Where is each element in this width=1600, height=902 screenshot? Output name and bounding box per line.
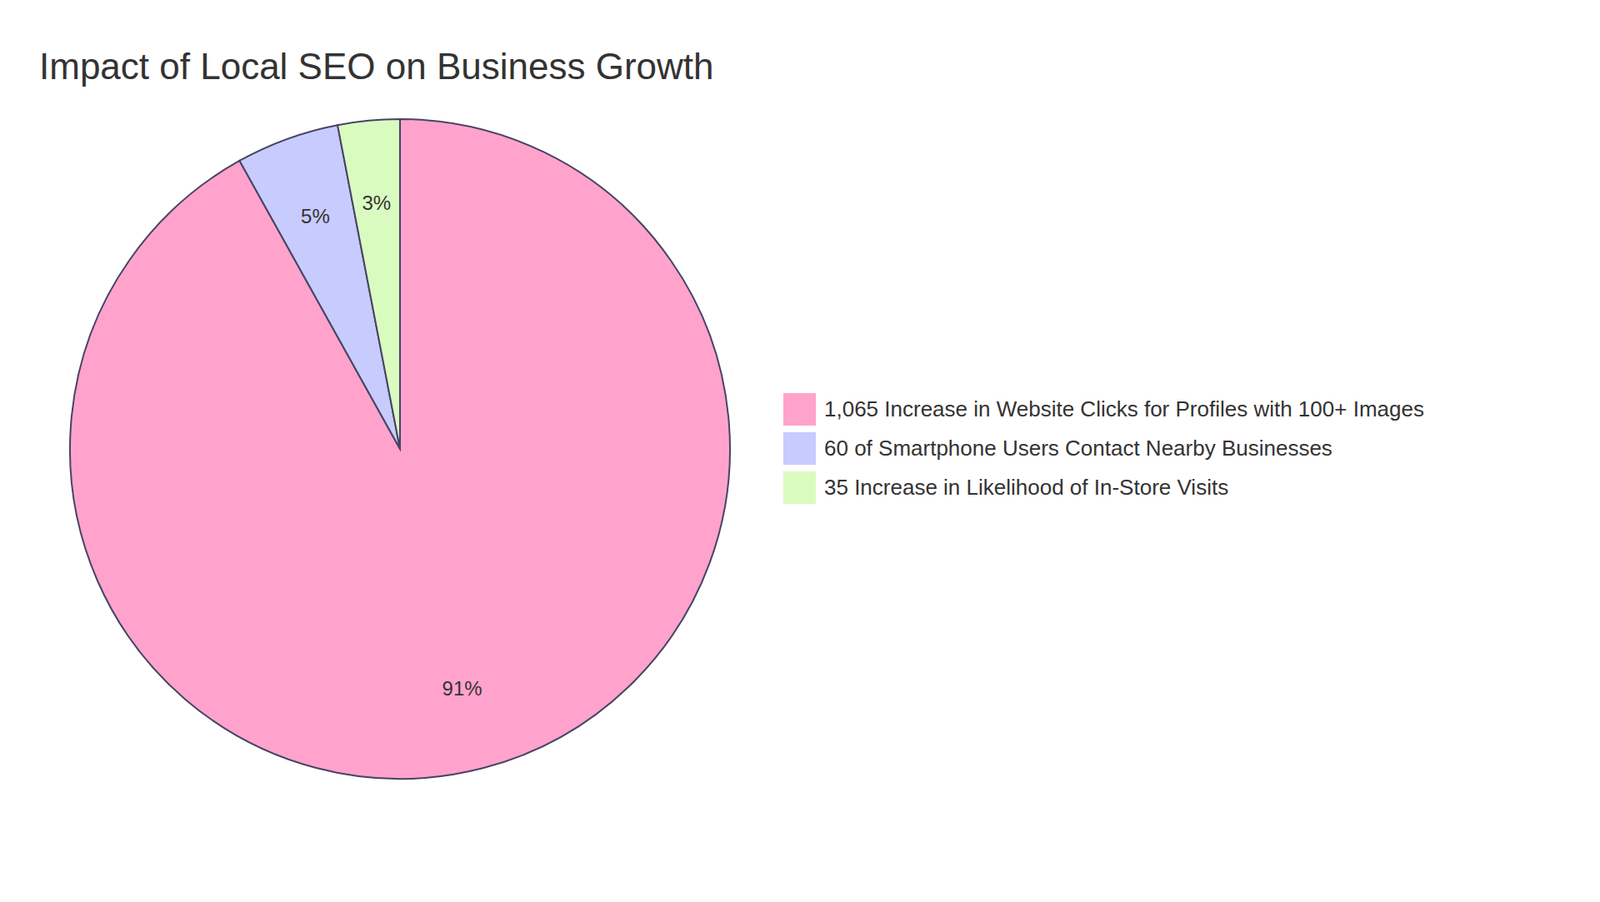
html-text:35 Increase in Likelihood of I: 35 Increase in Likelihood of In-Store Vi…: [824, 475, 1229, 500]
svg-text:5%: 5%: [300, 205, 330, 228]
svg-text:91%: 91%: [442, 677, 483, 700]
html-text:1,065 Increase in Website Clic: 1,065 Increase in Website Clicks for Pro…: [824, 396, 1425, 422]
html-text:60 of Smartphone Users Contact: 60 of Smartphone Users Contact Nearby Bu…: [824, 435, 1333, 461]
svg-text:3%: 3%: [361, 191, 391, 215]
html-text:Impact of Local SEO on Busines: Impact of Local SEO on Business Growth: [39, 45, 714, 87]
